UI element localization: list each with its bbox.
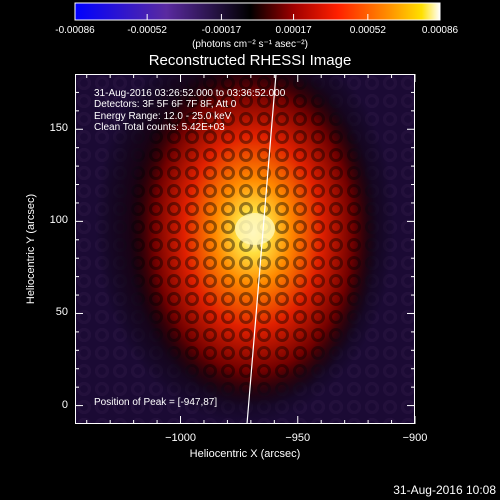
peak-position-label: Position of Peak = [-947,87] xyxy=(94,397,218,408)
colorbar-tick-label: 0.00017 xyxy=(275,25,312,36)
colorbar-tick-label: 0.00086 xyxy=(421,25,459,36)
colorbar-gradient xyxy=(74,2,441,21)
y-axis-label: Heliocentric Y (arcsec) xyxy=(25,193,37,305)
colorbar-units: (photons cm⁻² s⁻¹ asec⁻²) xyxy=(192,39,308,50)
y-tick-label: 50 xyxy=(55,306,68,319)
colorbar-tick-label: 0.00052 xyxy=(349,25,386,36)
x-tick-label: −1000 xyxy=(165,432,196,444)
y-tick-label: 150 xyxy=(49,122,68,135)
solar-limb-line xyxy=(246,74,277,424)
x-tick-label: −900 xyxy=(402,432,428,444)
colorbar xyxy=(74,2,441,21)
clean-ripple-pattern xyxy=(75,74,415,424)
annotation-detectors: Detectors: 3F 5F 6F 7F 8F, Att 0 xyxy=(94,99,237,110)
annotation-time-range: 31-Aug-2016 03:26:52.000 to 03:36:52.000 xyxy=(94,88,286,99)
chart-title: Reconstructed RHESSI Image xyxy=(148,52,352,69)
plot-timestamp: 31-Aug-2016 10:08 xyxy=(393,483,496,497)
y-tick-label: 100 xyxy=(49,214,68,227)
plot-area: 31-Aug-2016 03:26:52.000 to 03:36:52.000… xyxy=(75,74,415,424)
colorbar-tick-label: -0.00052 xyxy=(127,25,167,36)
annotation-energy-range: Energy Range: 12.0 - 25.0 keV xyxy=(94,111,232,122)
x-axis-label: Heliocentric X (arcsec) xyxy=(189,448,301,460)
x-tick-label: −950 xyxy=(285,432,311,444)
colorbar-tick-label: -0.00086 xyxy=(55,25,95,36)
colorbar-tick-label: -0.00017 xyxy=(201,25,242,36)
annotation-clean-counts: Clean Total counts: 5.42E+03 xyxy=(94,122,225,133)
heatmap-image xyxy=(75,74,415,424)
y-tick-label: 0 xyxy=(61,398,68,411)
